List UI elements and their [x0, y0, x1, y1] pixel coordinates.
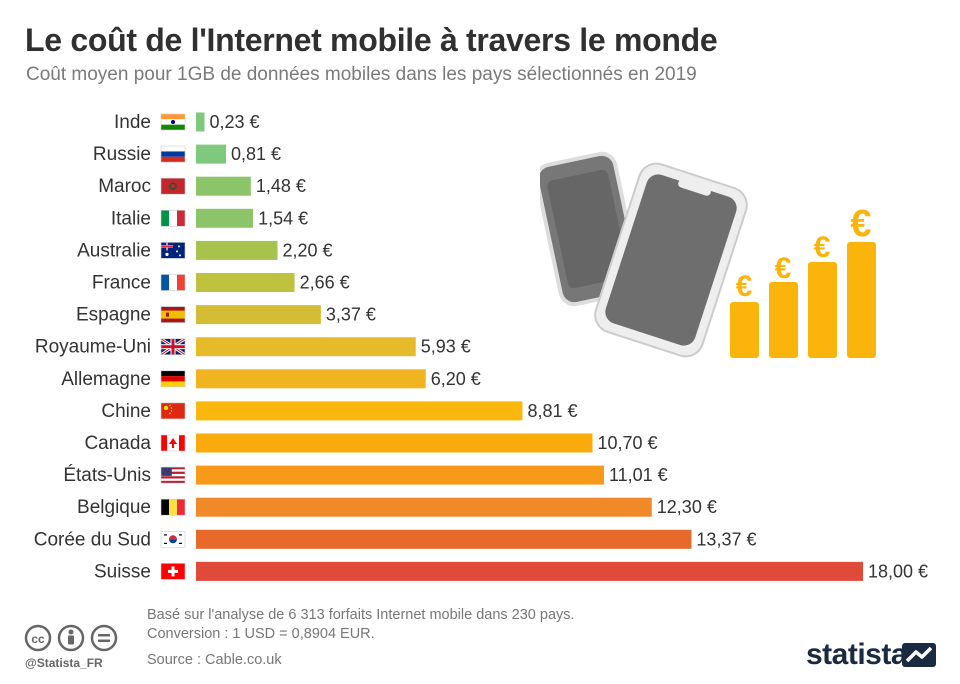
- category-label: Canada: [84, 433, 151, 454]
- bar: [196, 529, 692, 549]
- bar: [196, 144, 227, 164]
- bar: [196, 305, 321, 325]
- category-label: Chine: [101, 401, 151, 422]
- euro-symbol-icon: €: [814, 231, 831, 264]
- germany-flag-icon: [160, 370, 186, 388]
- data-label: 1,48 €: [256, 176, 306, 196]
- svg-text:cc: cc: [31, 632, 45, 646]
- category-label: France: [92, 273, 151, 294]
- data-label: 12,30 €: [657, 497, 717, 517]
- euro-symbol-icon: €: [775, 252, 792, 285]
- category-label: États-Unis: [63, 465, 151, 486]
- data-label: 2,20 €: [283, 240, 333, 260]
- category-label: Inde: [114, 112, 151, 133]
- bar: [196, 240, 278, 260]
- data-label: 8,81 €: [527, 401, 577, 421]
- bar: [196, 401, 523, 421]
- nd-icon: [90, 624, 118, 652]
- bar: [196, 273, 295, 292]
- bar: [196, 433, 593, 453]
- footer-note-plans: Basé sur l'analyse de 6 313 forfaits Int…: [147, 607, 575, 623]
- india-flag-icon: [160, 113, 186, 131]
- footer-note-conversion: Conversion : 1 USD = 0,8904 EUR.: [147, 626, 375, 642]
- euro-bars-icon: € € € €: [730, 203, 876, 358]
- statista-logo[interactable]: statista: [806, 638, 908, 671]
- category-label: Russie: [93, 144, 151, 165]
- switzerland-flag-icon: [160, 563, 186, 580]
- category-label: Belgique: [77, 497, 151, 518]
- bar-chart: Inde 0,23 € Russie 0,81 € Maroc 1,48 € Italie 1…: [34, 112, 928, 582]
- category-label: Allemagne: [61, 369, 151, 390]
- data-label: 2,66 €: [300, 273, 350, 293]
- category-label: Suisse: [94, 561, 151, 582]
- data-label: 0,23 €: [210, 112, 260, 132]
- italy-flag-icon: [160, 210, 186, 227]
- data-label: 13,37 €: [696, 529, 756, 549]
- data-label: 11,01 €: [609, 465, 668, 485]
- phones-euro-illustration: € € € €: [540, 151, 876, 358]
- canada-flag-icon: [160, 434, 186, 452]
- euro-symbol-icon: €: [850, 203, 871, 245]
- data-label: 5,93 €: [421, 337, 471, 357]
- footer-notes: Basé sur l'analyse de 6 313 forfaits Int…: [147, 606, 575, 670]
- bar: [196, 369, 426, 389]
- china-flag-icon: [160, 402, 186, 420]
- license-icons: cc: [24, 624, 118, 652]
- category-label: Royaume-Uni: [35, 337, 151, 358]
- spain-flag-icon: [160, 306, 186, 323]
- belgium-flag-icon: [160, 498, 186, 516]
- cc-icon: cc: [24, 624, 52, 652]
- euro-symbol-icon: €: [736, 270, 753, 303]
- bar: [196, 337, 416, 357]
- usa-flag-icon: [160, 466, 186, 484]
- social-handle: @Statista_FR: [25, 656, 103, 670]
- bar: [196, 561, 863, 581]
- russia-flag-icon: [160, 145, 186, 163]
- data-label: 1,54 €: [258, 208, 308, 228]
- category-label: Italie: [111, 208, 151, 229]
- data-label: 10,70 €: [597, 433, 657, 453]
- data-label: 3,37 €: [326, 305, 376, 325]
- data-label: 18,00 €: [868, 561, 928, 581]
- category-label: Corée du Sud: [34, 529, 151, 550]
- data-label: 6,20 €: [431, 369, 481, 389]
- footer-source: Source : Cable.co.uk: [147, 652, 282, 668]
- bar: [196, 208, 254, 228]
- morocco-flag-icon: [160, 177, 186, 195]
- france-flag-icon: [160, 274, 186, 291]
- bar: [196, 112, 205, 132]
- by-icon: [57, 624, 85, 652]
- bar: [196, 465, 604, 485]
- bar: [196, 176, 251, 196]
- category-label: Maroc: [98, 176, 151, 197]
- south-korea-flag-icon: [160, 530, 186, 548]
- bar: [196, 497, 652, 517]
- category-label: Australie: [77, 240, 151, 261]
- australia-flag-icon: [160, 242, 186, 259]
- phone-front-icon: [594, 162, 748, 358]
- category-label: Espagne: [76, 305, 151, 326]
- chart-subtitle: Coût moyen pour 1GB de données mobiles d…: [26, 64, 697, 85]
- data-label: 0,81 €: [231, 144, 281, 164]
- statista-logo-icon[interactable]: [902, 643, 936, 667]
- chart-title: Le coût de l'Internet mobile à travers l…: [25, 22, 718, 58]
- uk-flag-icon: [160, 337, 186, 356]
